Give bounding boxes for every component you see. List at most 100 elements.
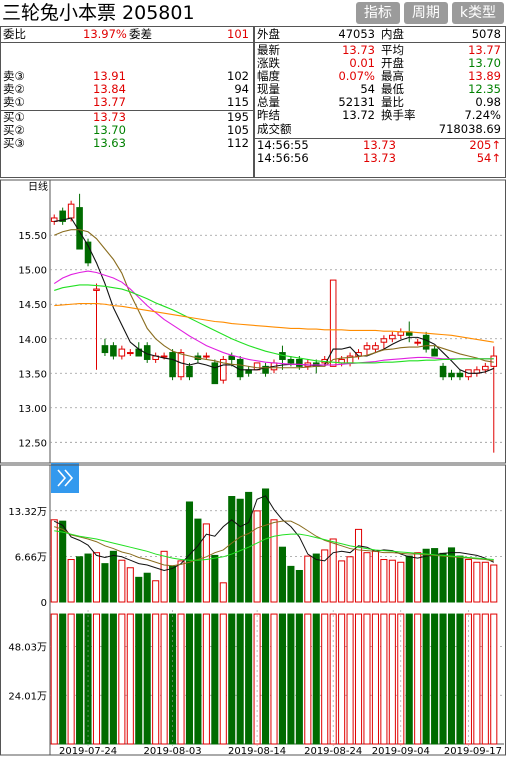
candle (363, 345, 371, 350)
stat-label: 量比 (381, 95, 404, 109)
candle (101, 345, 109, 354)
volume-bar (354, 528, 363, 603)
candle (169, 352, 176, 378)
oi-bar (439, 613, 447, 745)
candle (110, 345, 117, 357)
candle (228, 355, 236, 360)
x-tick-label: 2019-09-04 (372, 746, 430, 757)
oi-bar (59, 613, 67, 745)
bid-volume: 112 (227, 136, 249, 150)
tab-k-type[interactable]: k类型 (451, 2, 504, 24)
volume-bar (464, 559, 472, 603)
volume-ma-line (54, 495, 494, 572)
bid-price: 13.70 (93, 123, 126, 137)
y-tick-label: 6.66万 (15, 552, 47, 563)
stat-value: 12.35 (468, 82, 501, 96)
double-chevron-right-icon (57, 469, 74, 487)
tick-price: 13.73 (363, 138, 396, 152)
oi-bar (109, 613, 117, 745)
oi-bar (118, 613, 126, 745)
ask-row[interactable]: 卖③ 13.91 102 (1, 70, 253, 83)
oi-bar (431, 613, 439, 745)
oi-bar (101, 613, 109, 745)
tab-period[interactable]: 周期 (403, 2, 448, 24)
volume-bar (371, 550, 379, 603)
stat-row: 幅度 0.07% 最高 13.89 (255, 70, 505, 83)
x-tick-label: 2019-09-17 (444, 746, 502, 757)
stat-value: 0.98 (475, 95, 501, 109)
stat-row: 昨结 13.72 换手率 7.24% (255, 109, 505, 122)
candle (76, 207, 83, 250)
candle (329, 279, 337, 367)
volume-bar (135, 576, 143, 603)
bid-volume: 105 (227, 123, 249, 137)
oi-bar (67, 613, 75, 745)
stat-row: 涨跌 0.01 开盘 13.70 (255, 57, 505, 70)
stat-value: 13.89 (468, 69, 501, 83)
oi-bar (228, 613, 236, 745)
oi-bar (321, 613, 329, 745)
oi-bar (278, 613, 286, 745)
bid-row[interactable]: 买② 13.70 105 (1, 124, 253, 137)
oi-bar (185, 613, 194, 745)
weicha-value: 101 (227, 27, 249, 41)
oi-bar (363, 613, 371, 745)
stat-value: 13.72 (342, 108, 375, 122)
stat-value: 0.01 (349, 56, 375, 70)
candle (127, 352, 134, 355)
candle (59, 210, 66, 222)
bid-volume: 195 (227, 110, 249, 124)
tab-indicator[interactable]: 指标 (355, 2, 400, 24)
ma-line (54, 284, 494, 364)
tick-time: 14:56:56 (257, 151, 309, 165)
volume-bar (118, 559, 126, 603)
volume-bar (169, 565, 177, 603)
ask-row[interactable]: 卖① 13.77 115 (1, 96, 253, 109)
double-chevron-right-icon[interactable] (51, 463, 79, 493)
oi-bar (211, 613, 219, 745)
volume-bar (92, 552, 101, 603)
y-tick-label: 13.00 (18, 404, 47, 415)
stat-label: 昨结 (257, 108, 280, 122)
candle (177, 352, 185, 378)
candle (203, 355, 210, 358)
volume-bar (219, 582, 227, 603)
ma-line (54, 217, 494, 374)
oi-bar (473, 613, 481, 745)
volume-bar (160, 550, 168, 603)
ask-label: 卖① (3, 95, 25, 109)
weibi-row: 委比 13.97% 委差 101 (1, 28, 253, 41)
y-tick-label: 24.01万 (8, 691, 47, 702)
page-title: 三轮兔小本票 205801 (2, 2, 195, 24)
y-tick-label: 48.03万 (8, 642, 47, 653)
volume-bar (109, 550, 117, 603)
tick-volume: 205↑ (469, 138, 501, 152)
oi-bar (287, 613, 295, 745)
oi-bar (371, 613, 379, 745)
volume-bar (211, 554, 219, 603)
y-tick-label: 15.50 (18, 231, 47, 242)
volume-bar (321, 549, 329, 603)
volume-bar (84, 553, 92, 603)
candle (389, 334, 396, 340)
oi-bar (194, 613, 202, 745)
bid-row[interactable]: 买③ 13.63 112 (1, 137, 253, 150)
candle (482, 365, 489, 371)
candle (262, 365, 269, 374)
volume-bar (278, 546, 286, 603)
candle (160, 355, 168, 358)
kline-chart[interactable]: 日线 15.50 15.00 14.50 14.00 13.50 13.00 12.50 13.… (0, 178, 506, 757)
tick-volume: 54↑ (476, 151, 501, 165)
kline-frame (0, 179, 506, 464)
y-tick-label: 12.50 (18, 438, 47, 449)
oi-bar (143, 613, 151, 745)
volume-bar (101, 563, 109, 603)
stat-row: 最新 13.73 平均 13.77 (255, 44, 505, 57)
volume-bar (143, 572, 151, 603)
bid-label: 买② (3, 123, 25, 137)
y-tick-label: 13.50 (18, 369, 47, 380)
bid-row[interactable]: 买① 13.73 195 (1, 111, 253, 124)
ask-row[interactable]: 卖② 13.84 94 (1, 83, 253, 96)
oi-bar (405, 613, 413, 745)
ask-volume: 115 (227, 95, 249, 109)
